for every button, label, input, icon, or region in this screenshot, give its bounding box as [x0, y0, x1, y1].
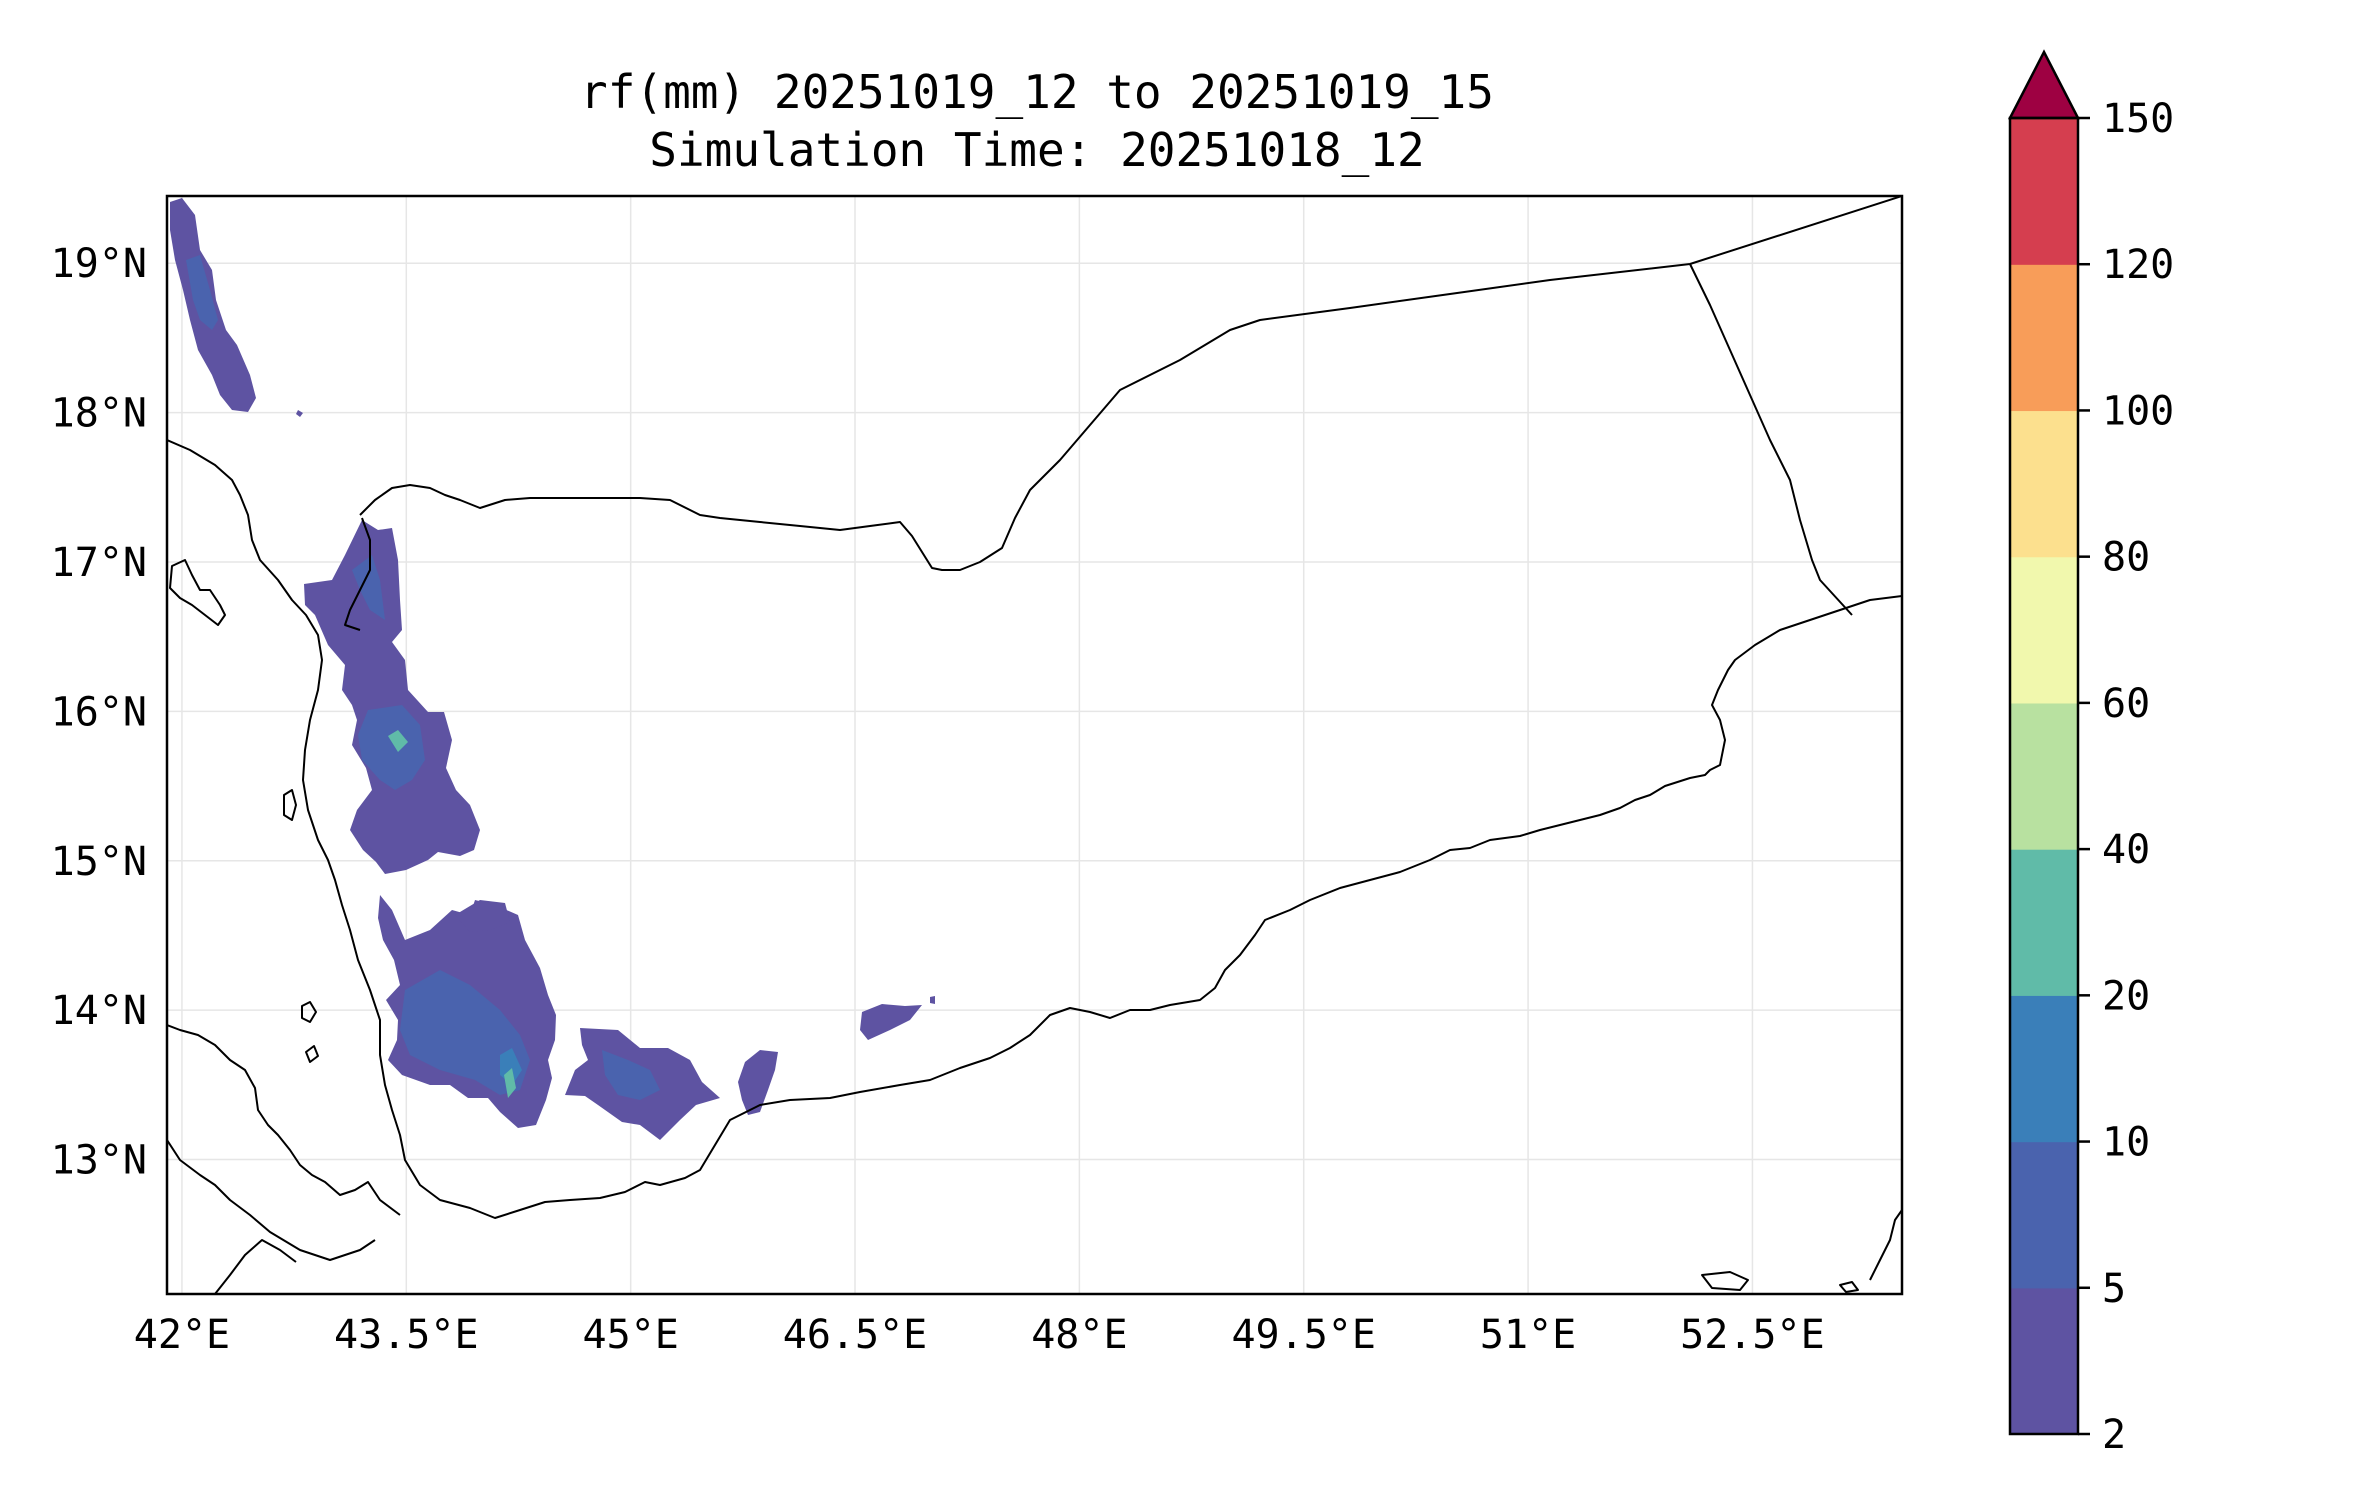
lat-tick-label: 13°N [51, 1138, 147, 1184]
colorbar-tick-label: 5 [2102, 1266, 2126, 1312]
colorbar-segment [2010, 1141, 2078, 1289]
lat-tick-label: 14°N [51, 988, 147, 1034]
lat-tick-label: 18°N [51, 391, 147, 437]
colorbar: 2 5 10 20 40 60 80 100 120 150 [2007, 49, 2174, 1458]
colorbar-segment [2010, 118, 2078, 265]
rain-area-speck-2 [930, 996, 935, 1004]
colorbar-tick-label: 80 [2102, 535, 2150, 581]
lon-tick-label: 48°E [1031, 1312, 1127, 1358]
lat-tick-label: 19°N [51, 241, 147, 287]
colorbar-extend-triangle [2007, 49, 2081, 120]
rain-area-central-core [352, 555, 385, 620]
somalia-coast [1869, 1209, 1902, 1281]
rain-area-south-arm [455, 900, 510, 932]
colorbar-segment [2010, 995, 2078, 1143]
oman-yemen-border [1689, 263, 1853, 616]
lat-tick-label: 17°N [51, 540, 147, 586]
rain-area-south-core [400, 970, 530, 1095]
lon-tick-label: 46.5°E [783, 1312, 928, 1358]
colorbar-tick-label: 150 [2102, 96, 2174, 142]
colorbar-tick-label: 60 [2102, 681, 2150, 727]
lat-tick-label: 16°N [51, 689, 147, 735]
longitude-tick-labels: 42°E 43.5°E 45°E 46.5°E 48°E 49.5°E 51°E 52.5°E [134, 1312, 1825, 1358]
lon-tick-label: 45°E [582, 1312, 678, 1358]
lon-tick-label: 51°E [1480, 1312, 1576, 1358]
colorbar-segment [2010, 264, 2078, 412]
rain-area-central [304, 520, 480, 874]
rain-area-east-3 [860, 1004, 922, 1040]
colorbar-tick-label: 2 [2102, 1412, 2126, 1458]
red-sea-east-coast [167, 439, 1902, 1219]
colorbar-tick-label: 100 [2102, 388, 2174, 434]
colorbar-segment [2010, 410, 2078, 558]
colorbar-segment [2010, 849, 2078, 996]
saudi-inland-border [344, 517, 371, 631]
colorbar-tick-label: 40 [2102, 827, 2150, 873]
colorbar-segment [2010, 556, 2078, 704]
title-line-1: rf(mm) 20251019_12 to 20251019_15 [580, 65, 1494, 119]
rain-area-central-core-2 [358, 705, 425, 790]
socotra-island [1701, 1271, 1749, 1291]
colorbar-segment [2010, 1287, 2078, 1435]
colorbar-tick-label: 120 [2102, 242, 2174, 288]
hanish-island [305, 1045, 319, 1063]
eritrea-inland [167, 1139, 376, 1261]
rain-area-south-peak [504, 1068, 516, 1098]
gridlines [167, 196, 1902, 1294]
saudi-yemen-border [359, 196, 1902, 571]
coastlines-and-borders [167, 196, 1902, 1294]
rain-area-north-core [186, 255, 218, 330]
kamaran-island [283, 789, 297, 821]
map-frame [165, 194, 1904, 1296]
lon-tick-label: 52.5°E [1680, 1312, 1825, 1358]
latitude-tick-labels: 19°N 18°N 17°N 16°N 15°N 14°N 13°N [51, 241, 147, 1183]
rain-area-east-2 [738, 1050, 778, 1115]
lat-tick-label: 15°N [51, 839, 147, 885]
colorbar-tick-label: 10 [2102, 1120, 2150, 1166]
colorbar-frame [2008, 116, 2080, 1436]
lon-tick-label: 43.5°E [334, 1312, 479, 1358]
lon-tick-label: 42°E [134, 1312, 230, 1358]
title-line-2: Simulation Time: 20251018_12 [649, 123, 1424, 177]
djibouti-border [214, 1239, 297, 1294]
rain-area-central-peak [388, 730, 408, 752]
abd-al-kuri-island [1839, 1281, 1859, 1293]
zubair-island [301, 1001, 317, 1023]
map-panel [165, 194, 1904, 1296]
map-background [167, 196, 1902, 1294]
colorbar-segment [2010, 702, 2078, 850]
lon-tick-label: 49.5°E [1231, 1312, 1376, 1358]
colorbar-tick-label: 20 [2102, 973, 2150, 1019]
rainfall-contours [170, 198, 935, 1140]
rain-area-east-1-core [602, 1050, 660, 1100]
rain-area-speck [296, 410, 303, 417]
eritrea-coast [167, 1024, 401, 1216]
farasan-island-1 [169, 559, 226, 626]
